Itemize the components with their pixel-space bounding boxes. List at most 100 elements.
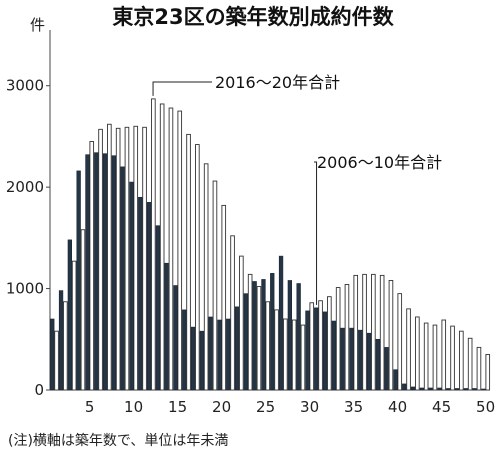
bar-2016-2020 [467, 337, 473, 391]
bar-2016-2020 [274, 309, 279, 391]
bar-2006-2010 [437, 387, 442, 391]
annotation-leader-2006-2010 [314, 161, 318, 305]
bar-2016-2020 [353, 274, 359, 391]
bar-2006-2010 [129, 181, 134, 391]
bar-2016-2020 [327, 296, 332, 391]
bar-2016-2020 [168, 107, 174, 391]
x-axis: 5 10 15 20 25 30 35 40 45 50 [50, 389, 495, 416]
bar-2016-2020 [54, 330, 59, 391]
bar-2016-2020 [379, 274, 385, 391]
y-tick-label: 1000 [6, 280, 44, 298]
bar-2006-2010 [173, 285, 178, 391]
bar-2016-2020 [195, 144, 200, 391]
bar-2016-2020 [98, 128, 103, 391]
bar-2016-2020 [63, 301, 68, 391]
chart-title: 東京23区の築年数別成約件数 [112, 5, 394, 29]
y-axis-unit: 件 [30, 16, 45, 34]
bar-2016-2020 [203, 163, 209, 391]
bar-2016-2020 [459, 330, 464, 391]
bar-2006-2010 [481, 388, 486, 391]
bar-2006-2010 [446, 388, 451, 391]
bar-2006-2010 [217, 319, 222, 391]
bar-2006-2010 [463, 388, 468, 391]
bar-2006-2010 [138, 196, 143, 391]
bar-2006-2010 [349, 327, 354, 391]
bar-2016-2020 [71, 260, 77, 391]
bar-2006-2010 [358, 329, 363, 391]
bar-2016-2020 [265, 301, 271, 391]
bar-2016-2020 [177, 110, 183, 391]
bar-2006-2010 [146, 202, 152, 391]
bar-2006-2010 [190, 326, 196, 391]
bar-2016-2020 [80, 229, 86, 391]
annotation-label-2006-2010: 2006～10年合計 [317, 153, 442, 172]
bar-2006-2010 [85, 154, 90, 391]
bar-2006-2010 [472, 388, 477, 391]
x-tick-label: 35 [344, 398, 363, 416]
bar-2006-2010 [331, 320, 336, 391]
bar-2006-2010 [314, 307, 319, 391]
bar-2006-2010 [402, 383, 407, 391]
bar-2006-2010 [50, 318, 55, 391]
x-tick-label: 25 [256, 398, 275, 416]
y-tick-label: 2000 [6, 178, 44, 196]
x-tick-label: 10 [124, 398, 143, 416]
bar-2016-2020 [432, 324, 438, 391]
annotations: 2016～20年合計 2006～10年合計 [152, 73, 442, 305]
bar-2016-2020 [133, 125, 139, 391]
bar-2016-2020 [186, 133, 191, 391]
bar-2006-2010 [428, 387, 433, 391]
y-tick-label: 0 [34, 381, 44, 399]
x-tick-label: 5 [85, 398, 95, 416]
bar-2006-2010 [67, 239, 72, 391]
bar-2006-2010 [393, 369, 398, 391]
bar-2016-2020 [397, 293, 403, 391]
bar-2016-2020 [247, 273, 253, 391]
footnote: (注)横軸は築年数で、単位は年未満 [8, 433, 228, 449]
bar-2006-2010 [76, 170, 81, 391]
x-tick-label: 50 [476, 398, 495, 416]
bar-2016-2020 [142, 126, 147, 391]
bar-2016-2020 [291, 319, 297, 391]
bar-2016-2020 [309, 302, 315, 391]
bar-2016-2020 [485, 354, 491, 391]
bar-2016-2020 [344, 284, 350, 391]
bar-2016-2020 [212, 180, 218, 391]
bar-2006-2010 [234, 306, 240, 391]
bar-2016-2020 [107, 123, 112, 391]
bar-2006-2010 [305, 310, 310, 391]
x-tick-label: 20 [212, 398, 231, 416]
y-tick-label: 3000 [6, 77, 44, 95]
bar-2016-2020 [441, 319, 447, 391]
bar-2006-2010 [182, 309, 187, 391]
bar-2006-2010 [226, 318, 231, 391]
bar-2016-2020 [256, 286, 262, 391]
bar-2006-2010 [278, 255, 284, 391]
bar-2016-2020 [415, 316, 420, 391]
bar-2016-2020 [371, 273, 376, 391]
bar-2016-2020 [318, 300, 323, 391]
bar-2006-2010 [410, 386, 416, 391]
bar-2006-2010 [384, 347, 389, 391]
bar-2016-2020 [362, 273, 367, 391]
bar-2016-2020 [300, 324, 306, 391]
bar-2016-2020 [406, 308, 411, 391]
bar-2006-2010 [155, 225, 160, 391]
x-tick-label: 15 [168, 398, 187, 416]
bar-2006-2010 [208, 316, 213, 391]
bar-2006-2010 [454, 388, 460, 391]
bar-2006-2010 [243, 293, 248, 391]
bar-2006-2010 [94, 152, 99, 391]
bar-2016-2020 [423, 322, 429, 391]
bar-2006-2010 [375, 338, 380, 391]
bar-2016-2020 [450, 325, 455, 391]
bar-2006-2010 [296, 283, 301, 391]
bar-2016-2020 [89, 141, 95, 391]
bar-2016-2020 [124, 126, 130, 391]
bar-2006-2010 [261, 279, 266, 391]
bar-2016-2020 [476, 346, 482, 391]
bar-2016-2020 [283, 318, 288, 391]
bar-2006-2010 [120, 166, 125, 391]
bar-2016-2020 [115, 127, 121, 391]
